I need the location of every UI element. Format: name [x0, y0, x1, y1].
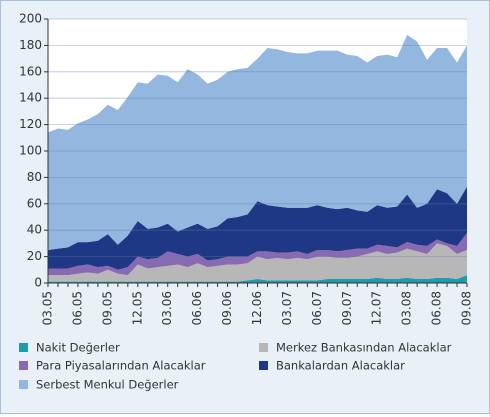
legend-label: Bankalardan Alacaklar	[276, 359, 405, 373]
legend-label: Para Piyasalarından Alacaklar	[36, 359, 206, 373]
legend-swatch	[259, 343, 268, 352]
x-tick-label: 06.06	[190, 291, 204, 325]
y-tick-label: 60	[27, 196, 42, 210]
x-tick-label: 09.06	[220, 291, 234, 325]
y-tick-label: 100	[19, 144, 42, 158]
y-tick-label: 160	[19, 64, 42, 78]
x-tick-label: 09.05	[100, 291, 114, 325]
y-tick-label: 180	[19, 38, 42, 52]
legend-swatch	[19, 343, 28, 352]
legend-swatch	[259, 361, 268, 370]
legend-swatch	[19, 380, 28, 389]
y-tick-label: 20	[27, 249, 42, 263]
y-tick-label: 40	[27, 223, 42, 237]
x-tick-label: 06.07	[310, 291, 324, 325]
area	[48, 243, 467, 282]
legend-swatch	[19, 361, 28, 370]
x-tick-label: 06.08	[430, 291, 444, 325]
x-tick-label: 03.06	[160, 291, 174, 325]
area	[48, 186, 467, 270]
legend-label: Serbest Menkul Değerler	[36, 378, 179, 392]
y-tick-label: 120	[19, 117, 42, 131]
x-tick-label: 09.08	[460, 291, 474, 325]
area	[48, 232, 467, 276]
x-tick-label: 12.06	[250, 291, 264, 325]
x-tick-label: 09.07	[340, 291, 354, 325]
x-tick-label: 06.05	[70, 291, 84, 325]
area	[48, 34, 467, 251]
legend-label: Nakit Değerler	[36, 341, 120, 355]
x-tick-label: 03.08	[400, 291, 414, 325]
y-tick-label: 80	[27, 170, 42, 184]
x-tick-label: 03.05	[41, 291, 55, 325]
legend-label: Merkez Bankasından Alacaklar	[276, 341, 452, 355]
x-tick-label: 12.07	[370, 291, 384, 325]
y-tick-label: 200	[19, 12, 42, 26]
area	[48, 275, 467, 283]
y-tick-label: 140	[19, 91, 42, 105]
x-tick-label: 12.05	[130, 291, 144, 325]
x-tick-label: 03.07	[280, 291, 294, 325]
y-tick-label: 0	[34, 276, 42, 290]
